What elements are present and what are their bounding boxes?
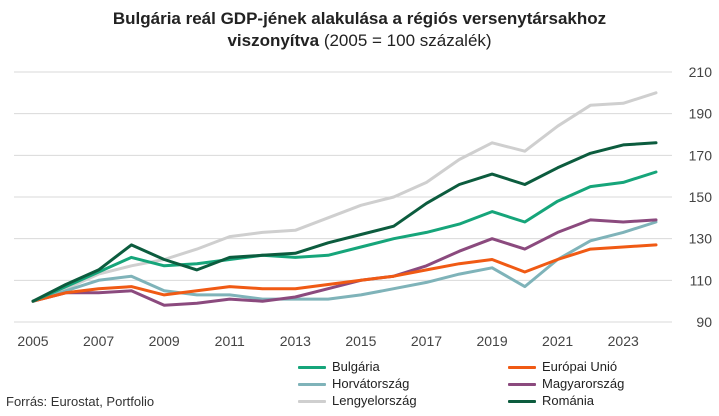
series-line-románia — [31, 141, 658, 303]
legend-label: Lengyelország — [332, 393, 417, 408]
gridlines — [14, 71, 672, 323]
legend-item: Magyarország — [508, 376, 624, 392]
x-tick-label: 2005 — [17, 333, 48, 349]
legend-swatch — [298, 383, 326, 387]
legend-swatch — [508, 383, 536, 387]
legend-label: Bulgária — [332, 359, 380, 374]
series-line-magyarország — [31, 218, 658, 307]
title-line-2-bold: viszonyítva — [227, 31, 320, 50]
title-line-1: Bulgária reál GDP-jének alakulása a régi… — [112, 9, 607, 28]
legend-item: Horvátország — [298, 376, 409, 392]
x-tick-label: 2015 — [345, 333, 376, 349]
legend-label: Európai Unió — [542, 359, 618, 374]
y-tick-label: 130 — [689, 231, 713, 247]
series-line-európai-unió — [31, 243, 658, 303]
legend-label: Horvátország — [332, 376, 410, 391]
y-tick-label: 210 — [689, 64, 713, 80]
legend: Bulgária Európai Unió Horvátország Magyaror… — [298, 359, 718, 415]
legend-item: Románia — [508, 393, 594, 409]
y-tick-label: 150 — [689, 189, 713, 205]
legend-item: Európai Unió — [508, 359, 617, 375]
x-tick-label: 2007 — [83, 333, 114, 349]
x-tick-label: 2023 — [608, 333, 639, 349]
legend-label: Magyarország — [542, 376, 625, 391]
y-tick-label: 110 — [690, 272, 713, 288]
x-tick-label: 2019 — [476, 333, 507, 349]
legend-swatch — [298, 366, 326, 370]
x-axis-ticks: 2005 2007 2009 2011 2013 2015 2017 2019 2021 2023 — [17, 333, 639, 349]
series-line-horvátország — [31, 220, 658, 303]
x-tick-label: 2021 — [542, 333, 573, 349]
legend-swatch — [298, 400, 326, 404]
x-tick-label: 2011 — [215, 333, 245, 349]
legend-item: Bulgária — [298, 359, 380, 375]
chart-title: Bulgária reál GDP-jének alakulása a régi… — [0, 8, 719, 52]
y-tick-label: 190 — [689, 106, 713, 122]
legend-swatch — [508, 366, 536, 370]
y-axis-ticks: 90 110 130 150 170 190 210 — [689, 64, 713, 330]
series-lines — [31, 91, 658, 307]
title-line-2-rest: (2005 = 100 százalék) — [319, 31, 492, 50]
x-tick-label: 2013 — [280, 333, 311, 349]
y-tick-label: 170 — [689, 147, 713, 163]
legend-swatch — [508, 400, 536, 404]
x-tick-label: 2009 — [149, 333, 180, 349]
source-note: Forrás: Eurostat, Portfolio — [6, 394, 155, 409]
legend-item: Lengyelország — [298, 393, 417, 409]
y-tick-label: 90 — [696, 314, 712, 330]
legend-label: Románia — [542, 393, 595, 408]
series-line-lengyelország — [31, 91, 658, 303]
series-line-bulgária — [31, 170, 658, 303]
x-tick-label: 2017 — [411, 333, 442, 349]
